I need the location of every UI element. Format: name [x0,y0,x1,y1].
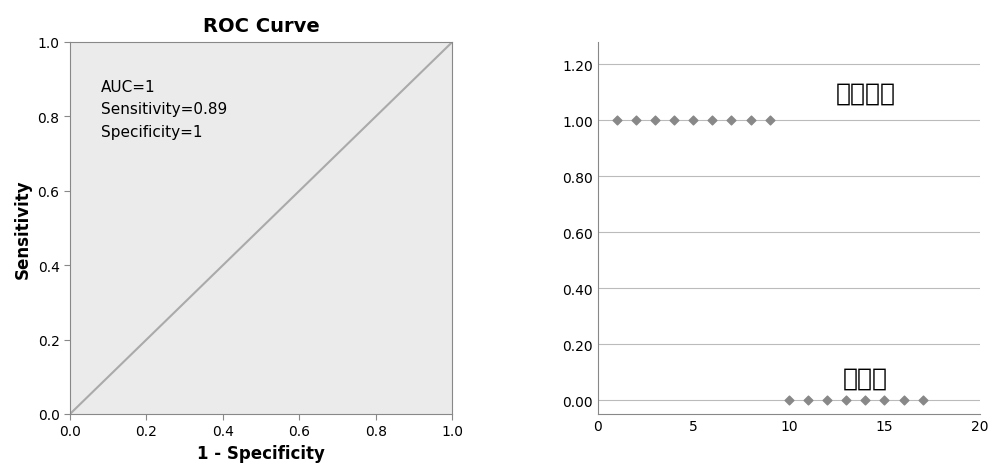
Text: 正常组: 正常组 [843,366,888,390]
Point [743,117,759,125]
Point [838,397,854,404]
Point [781,397,797,404]
Point [762,117,778,125]
X-axis label: 1 - Specificity: 1 - Specificity [197,444,325,462]
Point [819,397,835,404]
Text: AUC=1
Sensitivity=0.89
Specificity=1: AUC=1 Sensitivity=0.89 Specificity=1 [101,80,227,139]
Point [685,117,701,125]
Point [666,117,682,125]
Point [876,397,892,404]
Point [647,117,663,125]
Point [800,397,816,404]
Point [609,117,625,125]
Title: ROC Curve: ROC Curve [203,17,320,36]
Y-axis label: Sensitivity: Sensitivity [14,179,32,278]
Text: 糖尿病组: 糖尿病组 [835,81,895,105]
Point [704,117,720,125]
Point [723,117,739,125]
Point [915,397,931,404]
Point [628,117,644,125]
Point [857,397,873,404]
Point [896,397,912,404]
